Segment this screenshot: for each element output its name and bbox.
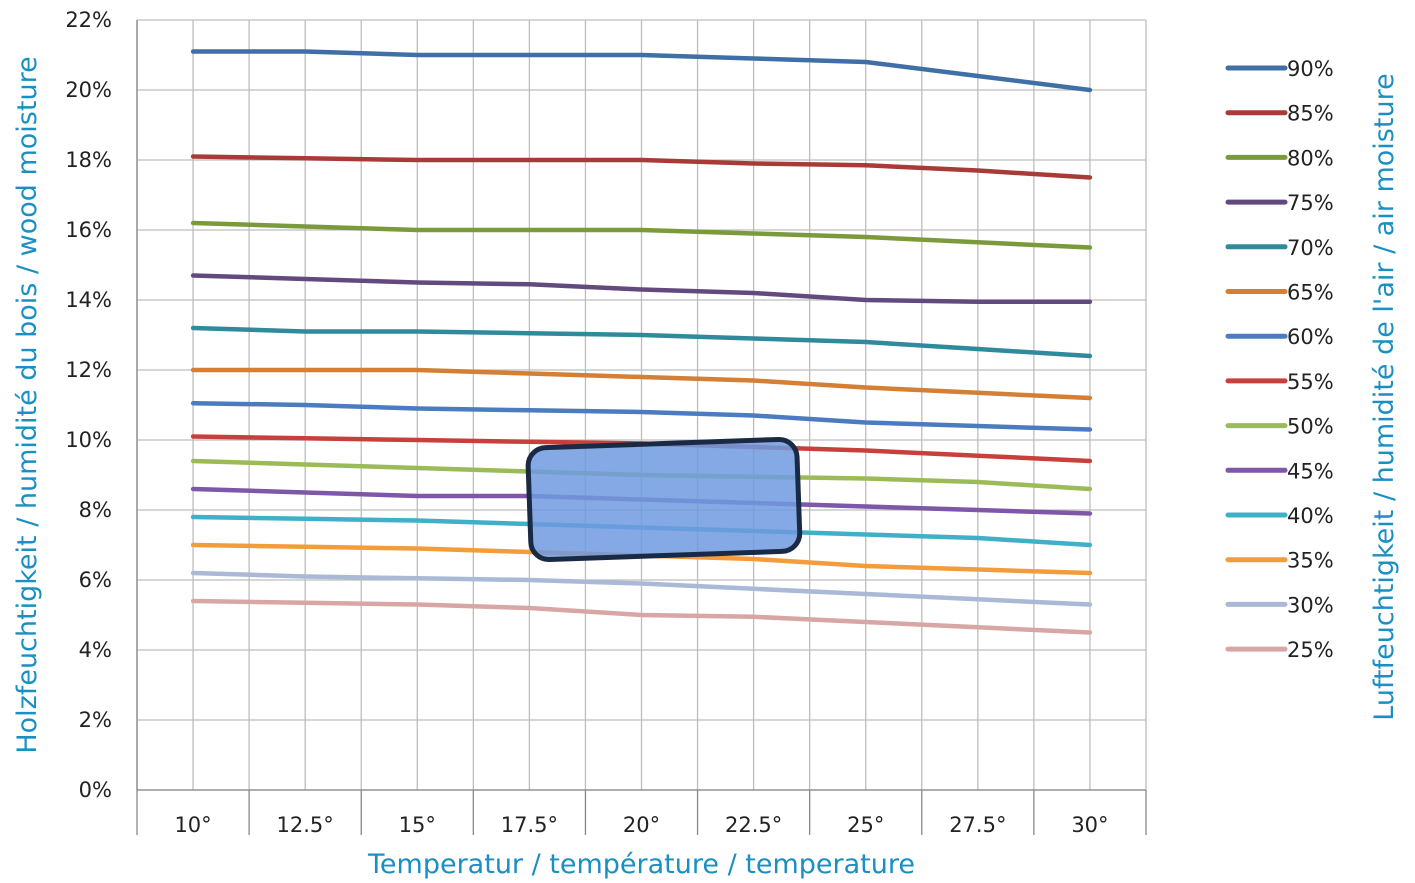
y-tick-label: 22% [65, 8, 112, 32]
y-tick-label: 8% [79, 498, 112, 522]
y-tick-label: 16% [65, 218, 112, 242]
legend-label: 45% [1287, 459, 1334, 483]
y-tick-label: 12% [65, 358, 112, 382]
series-line-25 [190, 598, 1093, 635]
legend-label: 70% [1287, 236, 1334, 260]
y-tick-label: 18% [65, 148, 112, 172]
series-line-85 [190, 154, 1093, 180]
x-tick-label: 17.5° [501, 813, 558, 837]
x-tick-label: 22.5° [725, 813, 782, 837]
x-tick-label: 20° [623, 813, 660, 837]
legend-label: 25% [1287, 638, 1334, 662]
x-axis-ticks: 10° 12.5° 15° 17.5° 20° 22.5° 25° 27.5° 30° [174, 813, 1108, 837]
y-tick-label: 4% [79, 638, 112, 662]
y-tick-label: 14% [65, 288, 112, 312]
highlight-box [525, 436, 803, 563]
legend-label: 85% [1287, 102, 1334, 126]
legend-label: 75% [1287, 191, 1334, 215]
y-tick-label: 0% [79, 778, 112, 802]
x-tick-label: 12.5° [277, 813, 334, 837]
series-line-65 [190, 367, 1093, 401]
x-tick-label: 15° [399, 813, 436, 837]
legend-label: 65% [1287, 281, 1334, 305]
legend-label: 55% [1287, 370, 1334, 394]
y-tick-label: 2% [79, 708, 112, 732]
legend-title: Luftfeuchtigkeit / humidité de l'air / a… [1369, 73, 1400, 720]
legend-label: 80% [1287, 146, 1334, 170]
y-tick-label: 6% [79, 568, 112, 592]
legend-label: 30% [1287, 593, 1334, 617]
y-axis-ticks: 0% 2% 4% 6% 8% 10% 12% 14% 16% 18% 20% 22% [65, 8, 112, 802]
y-tick-label: 10% [65, 428, 112, 452]
legend-label: 40% [1287, 504, 1334, 528]
y-tick-label: 20% [65, 78, 112, 102]
x-axis-title: Temperatur / température / temperature [367, 849, 915, 880]
x-tick-label: 27.5° [949, 813, 1006, 837]
legend-label: 90% [1287, 57, 1334, 81]
series-line-70 [190, 325, 1093, 359]
series-line-75 [190, 273, 1093, 305]
series-line-60 [190, 400, 1093, 432]
x-tick-label: 30° [1071, 813, 1108, 837]
legend-label: 50% [1287, 415, 1334, 439]
legend-label: 35% [1287, 549, 1334, 573]
x-tick-label: 25° [847, 813, 884, 837]
highlight-region [525, 436, 803, 563]
series-line-80 [190, 220, 1093, 250]
legend: 90% 85% 80% 75% 70% 65% 60% 55% 50% 45% 40% 35% 30% 2… [1225, 57, 1334, 662]
y-axis-title: Holzfeuchtigkeit / humidité du bois / wo… [12, 56, 43, 753]
series-line-30 [190, 570, 1093, 607]
series-line-90 [190, 49, 1093, 93]
x-tick-label: 10° [174, 813, 211, 837]
legend-label: 60% [1287, 325, 1334, 349]
